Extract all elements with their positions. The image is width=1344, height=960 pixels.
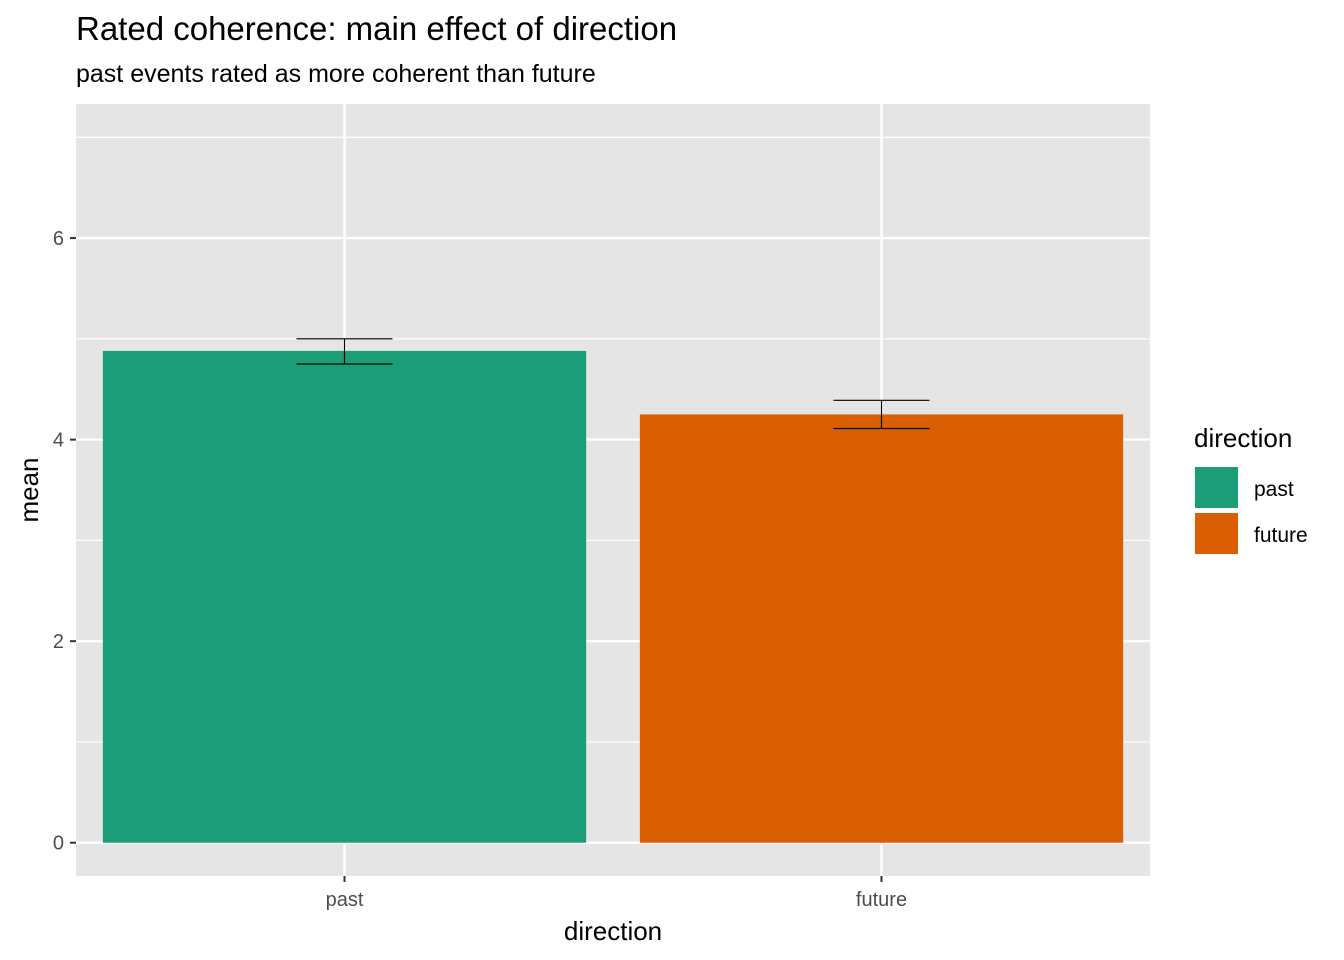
bars <box>102 350 1124 843</box>
legend-items: past future <box>1193 465 1308 556</box>
error-bar-future <box>833 399 930 430</box>
legend-key-future <box>1193 511 1240 556</box>
legend: direction past future <box>1193 423 1308 556</box>
y-axis: 0 2 4 6 <box>53 228 76 855</box>
x-axis-title: direction <box>564 916 662 946</box>
y-axis-title: mean <box>14 457 44 522</box>
x-tick-label: past <box>326 889 364 911</box>
y-tick-label: 6 <box>53 228 64 250</box>
legend-key-past <box>1193 465 1240 510</box>
chart-subtitle: past events rated as more coherent than … <box>76 60 596 88</box>
error-bar-past <box>296 338 393 365</box>
legend-label-past: past <box>1254 478 1294 501</box>
bar-future <box>639 414 1124 843</box>
y-tick-label: 2 <box>53 631 64 653</box>
legend-title: direction <box>1194 423 1292 453</box>
x-tick-label: future <box>856 889 907 911</box>
y-tick-label: 4 <box>53 430 64 452</box>
bar-past <box>102 350 587 843</box>
error-bars <box>296 338 930 430</box>
legend-label-future: future <box>1254 524 1308 547</box>
y-tick-label: 0 <box>53 833 64 855</box>
chart-title: Rated coherence: main effect of directio… <box>76 10 677 47</box>
x-axis: past future <box>326 876 907 911</box>
